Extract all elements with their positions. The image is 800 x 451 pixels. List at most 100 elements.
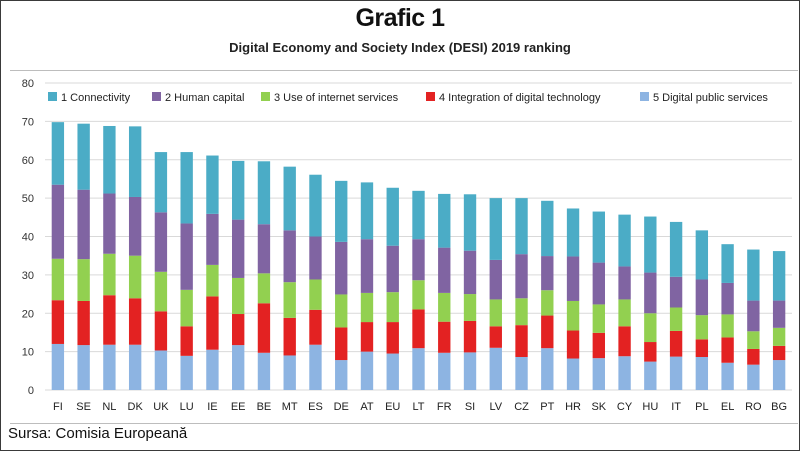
bar-segment xyxy=(695,356,709,390)
legend-swatch xyxy=(152,92,161,101)
bar-segment xyxy=(566,300,580,331)
bar-segment xyxy=(206,155,219,214)
x-tick-label: MT xyxy=(282,401,298,413)
legend-label: 1 Connectivity xyxy=(61,92,131,104)
bar-segment xyxy=(463,294,477,321)
bar-segment xyxy=(438,292,451,322)
bar-segment xyxy=(206,264,219,297)
bar-segment xyxy=(747,249,760,301)
bar-segment xyxy=(232,219,245,278)
bar-SI xyxy=(463,194,477,390)
bar-FI xyxy=(51,122,65,390)
bar-segment xyxy=(309,344,322,390)
bar-segment xyxy=(232,314,245,346)
bar-segment xyxy=(721,362,734,390)
bar-segment xyxy=(360,322,374,352)
bar-segment xyxy=(695,339,709,357)
bar-segment xyxy=(412,239,425,281)
x-axis-labels: FI SE NL DK UK LU IE EE BE MT ES DE AT EU LT FR SI LV CZ PT… xyxy=(53,401,787,413)
bar-segment xyxy=(618,299,631,327)
bar-segment xyxy=(669,356,683,390)
y-tick-label: 10 xyxy=(22,347,34,359)
bar-segment xyxy=(51,343,65,390)
bar-EU xyxy=(386,187,399,390)
bar-segment xyxy=(128,344,142,390)
x-tick-label: UK xyxy=(153,401,169,413)
bar-segment xyxy=(128,255,142,299)
bar-segment xyxy=(644,313,657,343)
x-tick-label: EU xyxy=(385,401,400,413)
x-tick-label: ES xyxy=(308,401,323,413)
x-tick-label: AT xyxy=(360,401,374,413)
bar-segment xyxy=(154,311,168,351)
y-tick-label: 80 xyxy=(22,78,34,90)
x-tick-label: CY xyxy=(617,401,633,413)
bar-BG xyxy=(772,251,786,390)
bar-segment xyxy=(360,182,374,240)
y-tick-label: 40 xyxy=(22,232,34,244)
x-tick-label: EE xyxy=(231,401,246,413)
bar-segment xyxy=(77,345,90,390)
bar-segment xyxy=(541,290,554,316)
chart-subtitle: Digital Economy and Society Index (DESI)… xyxy=(229,40,571,55)
bar-RO xyxy=(747,249,760,390)
bar-segment xyxy=(566,208,580,257)
bar-segment xyxy=(412,190,425,240)
bar-EL xyxy=(721,244,734,390)
bar-segment xyxy=(180,289,193,327)
bar-segment xyxy=(386,245,399,293)
bar-AT xyxy=(360,182,374,390)
bar-segment xyxy=(180,223,193,290)
bar-segment xyxy=(566,358,580,390)
bar-segment xyxy=(386,187,399,246)
bar-segment xyxy=(618,356,631,390)
bar-segment xyxy=(154,212,168,272)
x-tick-label: HU xyxy=(642,401,658,413)
bar-segment xyxy=(463,320,477,353)
bar-segment xyxy=(515,356,528,390)
bar-segment xyxy=(721,337,734,363)
bar-segment xyxy=(154,152,168,213)
bar-segment xyxy=(283,355,296,390)
bar-segment xyxy=(541,348,554,390)
x-tick-label: DE xyxy=(334,401,349,413)
bar-CZ xyxy=(515,198,528,390)
bar-segment xyxy=(180,152,193,224)
bar-CY xyxy=(618,214,631,390)
bar-segment xyxy=(77,189,90,260)
x-tick-label: NL xyxy=(102,401,116,413)
bar-segment xyxy=(489,259,502,300)
bar-segment xyxy=(644,272,657,314)
bar-HU xyxy=(644,216,657,390)
bar-LT xyxy=(412,190,425,390)
bar-segment xyxy=(772,251,786,301)
bar-segment xyxy=(180,355,193,390)
bar-DK xyxy=(128,126,142,390)
bar-segment xyxy=(438,321,451,353)
bar-EE xyxy=(232,160,245,390)
bar-segment xyxy=(489,198,502,260)
bar-segment xyxy=(232,277,245,315)
bar-segment xyxy=(77,300,90,346)
legend-swatch xyxy=(426,92,435,101)
bar-segment xyxy=(103,344,116,390)
legend-label: 2 Human capital xyxy=(165,92,245,104)
bar-segment xyxy=(386,322,399,354)
y-tick-label: 30 xyxy=(22,270,34,282)
bar-segment xyxy=(463,352,477,390)
legend-label: 3 Use of internet services xyxy=(274,92,399,104)
bar-segment xyxy=(747,348,760,365)
legend: 1 Connectivity 2 Human capital 3 Use of in… xyxy=(48,92,768,104)
bar-segment xyxy=(618,326,631,357)
bar-LU xyxy=(180,152,193,390)
bar-segment xyxy=(463,194,477,251)
bar-segment xyxy=(541,200,554,257)
x-tick-label: RO xyxy=(745,401,762,413)
bar-segment xyxy=(309,174,322,237)
bar-segment xyxy=(644,342,657,362)
bar-segment xyxy=(51,300,65,344)
bar-segment xyxy=(283,317,296,356)
bar-segment xyxy=(206,213,219,265)
x-tick-label: SI xyxy=(465,401,475,413)
